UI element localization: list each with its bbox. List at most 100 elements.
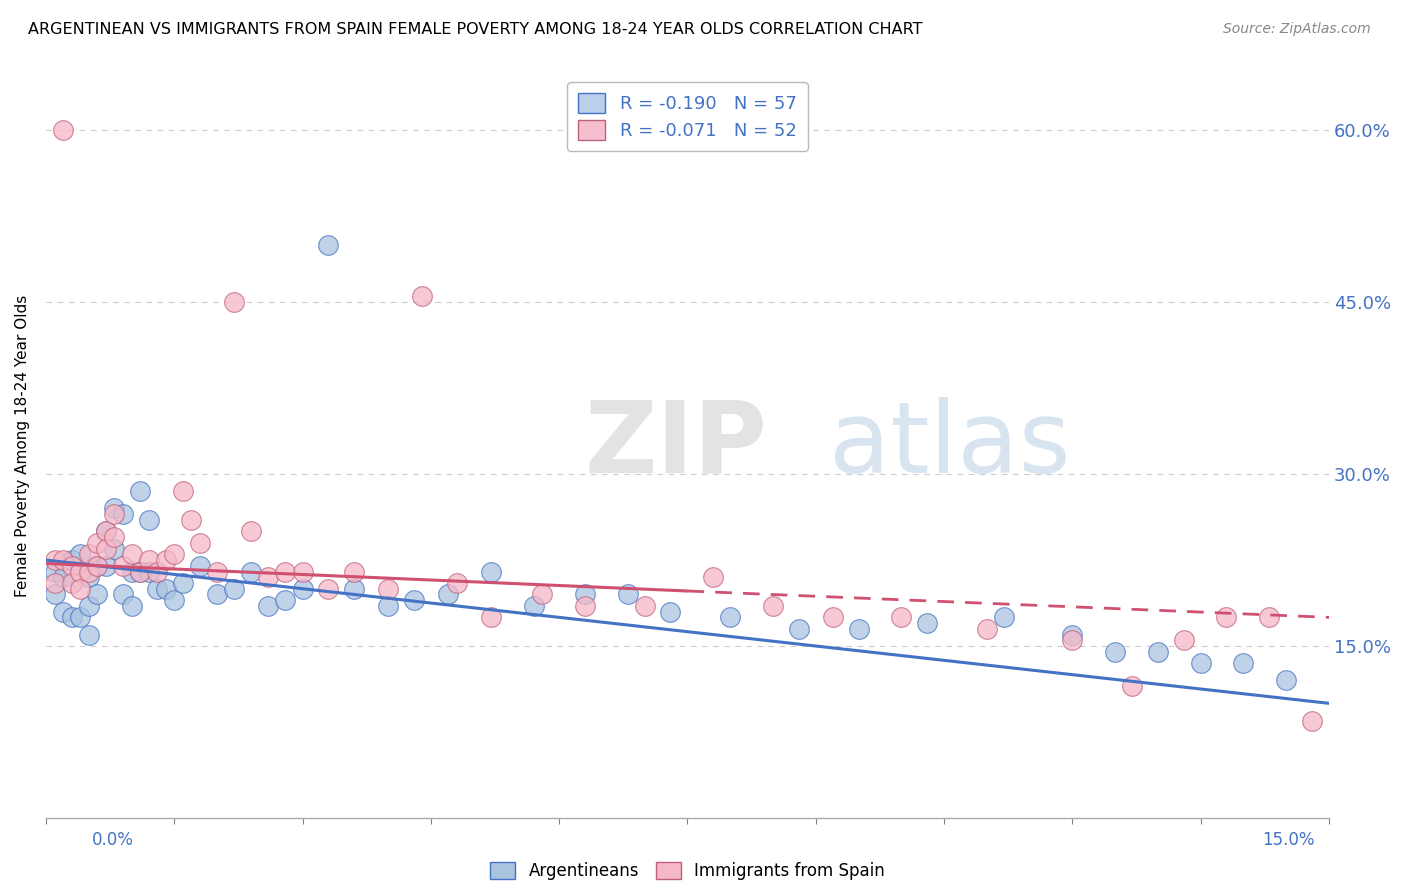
Point bbox=[86, 536, 108, 550]
Point bbox=[103, 507, 125, 521]
Point bbox=[60, 610, 83, 624]
Point bbox=[718, 610, 741, 624]
Legend: R = -0.190   N = 57, R = -0.071   N = 52: R = -0.190 N = 57, R = -0.071 N = 52 bbox=[568, 82, 807, 151]
Point bbox=[1062, 627, 1084, 641]
Point bbox=[138, 553, 160, 567]
Point bbox=[377, 582, 399, 596]
Point bbox=[111, 558, 134, 573]
Point bbox=[479, 565, 502, 579]
Point bbox=[915, 616, 938, 631]
Point bbox=[240, 524, 263, 539]
Point bbox=[205, 587, 228, 601]
Point bbox=[77, 599, 100, 613]
Point bbox=[52, 570, 75, 584]
Point bbox=[163, 547, 186, 561]
Text: ZIP: ZIP bbox=[585, 397, 768, 494]
Point bbox=[1104, 645, 1126, 659]
Point bbox=[121, 547, 143, 561]
Point bbox=[257, 570, 280, 584]
Point bbox=[77, 547, 100, 561]
Point bbox=[60, 553, 83, 567]
Point bbox=[437, 587, 460, 601]
Point bbox=[180, 513, 202, 527]
Point bbox=[86, 587, 108, 601]
Point bbox=[522, 599, 544, 613]
Point bbox=[616, 587, 638, 601]
Point bbox=[1215, 610, 1237, 624]
Point bbox=[993, 610, 1015, 624]
Point bbox=[121, 599, 143, 613]
Point bbox=[702, 570, 724, 584]
Point bbox=[44, 576, 66, 591]
Point bbox=[138, 513, 160, 527]
Point bbox=[890, 610, 912, 624]
Point bbox=[821, 610, 844, 624]
Point bbox=[94, 541, 117, 556]
Point bbox=[446, 576, 468, 591]
Point bbox=[60, 576, 83, 591]
Point bbox=[103, 541, 125, 556]
Point bbox=[44, 587, 66, 601]
Point bbox=[377, 599, 399, 613]
Point bbox=[531, 587, 554, 601]
Point bbox=[762, 599, 785, 613]
Point bbox=[976, 622, 998, 636]
Point bbox=[94, 524, 117, 539]
Point bbox=[188, 536, 211, 550]
Point bbox=[188, 558, 211, 573]
Point bbox=[146, 582, 169, 596]
Point bbox=[634, 599, 657, 613]
Point bbox=[1147, 645, 1170, 659]
Point bbox=[69, 565, 91, 579]
Text: 0.0%: 0.0% bbox=[91, 831, 134, 849]
Point bbox=[1062, 633, 1084, 648]
Point bbox=[163, 593, 186, 607]
Point bbox=[240, 565, 263, 579]
Point bbox=[60, 558, 83, 573]
Point bbox=[1232, 657, 1254, 671]
Point bbox=[52, 605, 75, 619]
Point bbox=[172, 484, 194, 499]
Point bbox=[1173, 633, 1195, 648]
Text: Source: ZipAtlas.com: Source: ZipAtlas.com bbox=[1223, 22, 1371, 37]
Point bbox=[1258, 610, 1281, 624]
Point bbox=[69, 582, 91, 596]
Point bbox=[52, 123, 75, 137]
Point bbox=[69, 610, 91, 624]
Point bbox=[316, 582, 339, 596]
Point bbox=[129, 565, 152, 579]
Point bbox=[574, 587, 596, 601]
Point bbox=[659, 605, 682, 619]
Point bbox=[343, 565, 366, 579]
Point bbox=[291, 582, 314, 596]
Point bbox=[77, 565, 100, 579]
Point bbox=[44, 553, 66, 567]
Text: 15.0%: 15.0% bbox=[1263, 831, 1315, 849]
Point bbox=[402, 593, 425, 607]
Point bbox=[316, 238, 339, 252]
Point bbox=[121, 565, 143, 579]
Point bbox=[77, 570, 100, 584]
Point bbox=[111, 507, 134, 521]
Point bbox=[1275, 673, 1298, 688]
Point bbox=[274, 593, 297, 607]
Point bbox=[205, 565, 228, 579]
Point bbox=[52, 553, 75, 567]
Point bbox=[1189, 657, 1212, 671]
Point bbox=[69, 547, 91, 561]
Point bbox=[103, 501, 125, 516]
Point bbox=[787, 622, 810, 636]
Point bbox=[146, 565, 169, 579]
Point bbox=[111, 587, 134, 601]
Point bbox=[411, 289, 433, 303]
Point bbox=[77, 627, 100, 641]
Point bbox=[479, 610, 502, 624]
Point bbox=[86, 558, 108, 573]
Point bbox=[172, 576, 194, 591]
Point bbox=[224, 582, 246, 596]
Point bbox=[155, 582, 177, 596]
Point bbox=[155, 553, 177, 567]
Point bbox=[274, 565, 297, 579]
Point bbox=[44, 565, 66, 579]
Text: atlas: atlas bbox=[828, 397, 1070, 494]
